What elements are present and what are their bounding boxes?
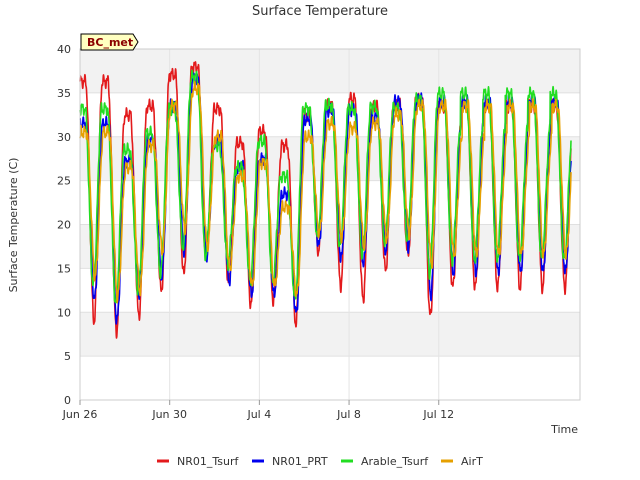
y-tick-label: 0 [64,394,71,407]
series-lines [79,61,572,339]
y-tick-label: 5 [64,350,71,363]
plot-band [80,224,580,269]
y-tick-label: 15 [57,262,71,275]
legend-label: NR01_Tsurf [177,455,239,468]
y-axis: 0 5 10 15 20 25 30 35 40 [57,43,71,407]
y-tick-label: 20 [57,219,71,232]
badge-shape [80,33,139,51]
x-tick-label: Jun 26 [62,408,98,421]
x-tick-label: Jul 12 [422,408,454,421]
y-tick-label: 35 [57,87,71,100]
y-tick-label: 30 [57,131,71,144]
legend-label: NR01_PRT [272,455,328,468]
y-tick-label: 10 [57,306,71,319]
badge-label: BC_met [87,36,133,49]
series-line-airt [79,80,572,304]
x-axis-label: Time [550,423,578,436]
plot-band [80,49,580,93]
x-tick-label: Jul 4 [246,408,271,421]
legend-label: Arable_Tsurf [361,455,429,468]
plot-border [79,48,581,401]
dataset-badge: BC_met [80,33,139,51]
x-tick-label: Jul 8 [336,408,361,421]
legend: NR01_Tsurf NR01_PRT Arable_Tsurf AirT [157,455,483,468]
y-tick-label: 40 [57,43,71,56]
series-line-arable-tsurf [79,69,572,304]
chart-title: Surface Temperature [252,4,388,19]
legend-label: AirT [461,455,483,468]
x-tick-label: Jun 30 [151,408,187,421]
plot-band [80,136,580,181]
plot-band [80,312,580,357]
y-tick-label: 25 [57,175,71,188]
x-axis: Jun 26 Jun 30 Jul 4 Jul 8 Jul 12 [62,400,454,421]
y-axis-label: Surface Temperature (C) [7,158,20,293]
